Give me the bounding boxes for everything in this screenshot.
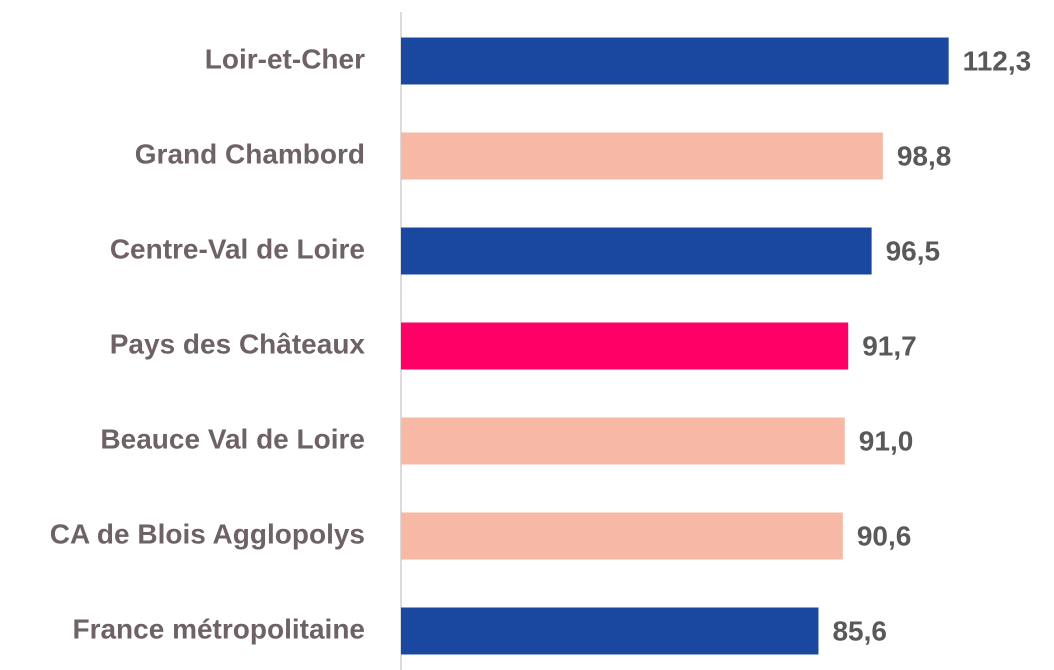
bar <box>401 512 843 560</box>
value-label: 98,8 <box>897 140 952 171</box>
category-label: Pays des Châteaux <box>110 328 366 359</box>
bar <box>401 132 883 180</box>
bar <box>401 37 949 85</box>
value-label: 91,0 <box>859 425 914 456</box>
value-label: 90,6 <box>857 520 912 551</box>
bar <box>401 227 872 275</box>
bar <box>401 322 849 370</box>
value-label: 96,5 <box>886 235 941 266</box>
category-label: Beauce Val de Loire <box>100 423 365 454</box>
category-label: Grand Chambord <box>135 138 365 169</box>
category-label: Loir-et-Cher <box>205 43 365 74</box>
bar <box>401 417 845 465</box>
bar <box>401 607 819 655</box>
value-label: 112,3 <box>963 45 1032 76</box>
value-label: 91,7 <box>862 330 917 361</box>
category-label: France métropolitaine <box>72 613 365 644</box>
value-label: 85,6 <box>832 615 887 646</box>
category-label: CA de Blois Agglopolys <box>50 518 365 549</box>
category-label: Centre-Val de Loire <box>110 233 365 264</box>
